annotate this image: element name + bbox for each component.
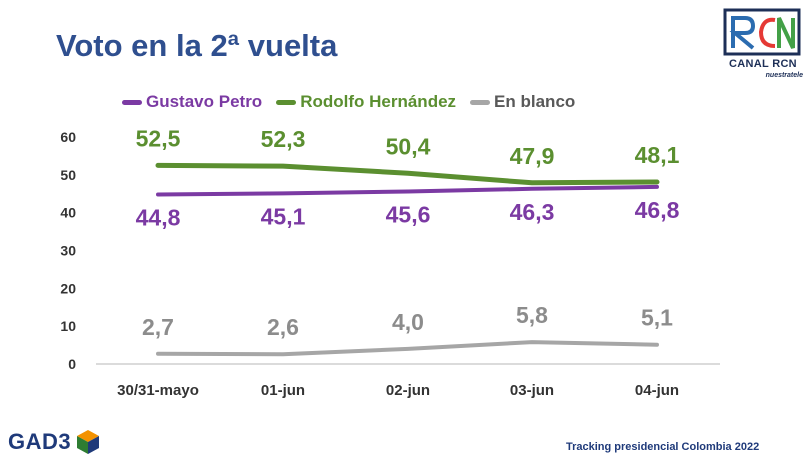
gad3-wordmark: GAD3 [8,429,72,454]
gad3-logo: GAD3 [8,423,118,459]
y-tick-label: 10 [60,318,76,334]
data-label: 45,1 [261,203,306,229]
canal-rcn-tagline: nuestratele [765,72,803,79]
data-label: 2,7 [142,314,174,340]
canal-rcn-text: CANAL RCN [729,58,797,70]
x-tick-label: 04-jun [635,382,679,399]
y-tick-label: 60 [60,129,76,145]
legend-item-blanco: En blanco [470,92,575,112]
data-label: 2,6 [267,314,299,340]
legend-swatch-hernandez [276,99,297,105]
data-label: 48,1 [635,142,680,168]
legend-item-petro: Gustavo Petro [122,92,262,112]
y-tick-label: 30 [60,243,76,259]
series-line [156,340,659,357]
canal-rcn-logo: CANAL RCN nuestratele [719,6,807,100]
legend-item-hernandez: Rodolfo Hernández [276,92,456,112]
data-label: 5,8 [516,302,548,328]
series-line [155,162,660,186]
data-label: 52,5 [136,125,181,151]
legend-label-hernandez: Rodolfo Hernández [300,92,457,111]
chart-legend: Gustavo Petro Rodolfo Hernández En blanc… [122,92,575,112]
data-label: 4,0 [392,309,424,335]
legend-swatch-petro [122,99,142,105]
y-tick-label: 20 [60,280,76,296]
y-tick-label: 0 [68,356,76,372]
data-label: 52,3 [261,126,306,152]
data-label: 46,3 [510,199,555,225]
x-tick-label: 01-jun [261,382,305,399]
data-label: 50,4 [386,133,431,159]
y-tick-label: 50 [60,167,76,183]
series-line [156,184,659,197]
x-tick-label: 02-jun [386,382,430,399]
legend-label-blanco: En blanco [494,92,576,111]
x-tick-label: 30/31-mayo [117,382,199,399]
data-label: 47,9 [510,143,555,169]
data-label: 45,6 [386,201,431,227]
chart-title: Voto en la 2ª vuelta [56,28,338,63]
data-label: 5,1 [641,305,673,331]
y-tick-label: 40 [60,205,76,221]
legend-label-petro: Gustavo Petro [146,92,263,111]
gad3-cube-icon [77,430,99,454]
rcn-monogram-icon [723,8,801,56]
legend-swatch-blanco [470,99,491,105]
footer-caption: Tracking presidencial Colombia 2022 [566,441,760,453]
x-tick-label: 03-jun [510,382,554,399]
data-label: 46,8 [635,197,680,223]
data-label: 44,8 [136,205,181,231]
